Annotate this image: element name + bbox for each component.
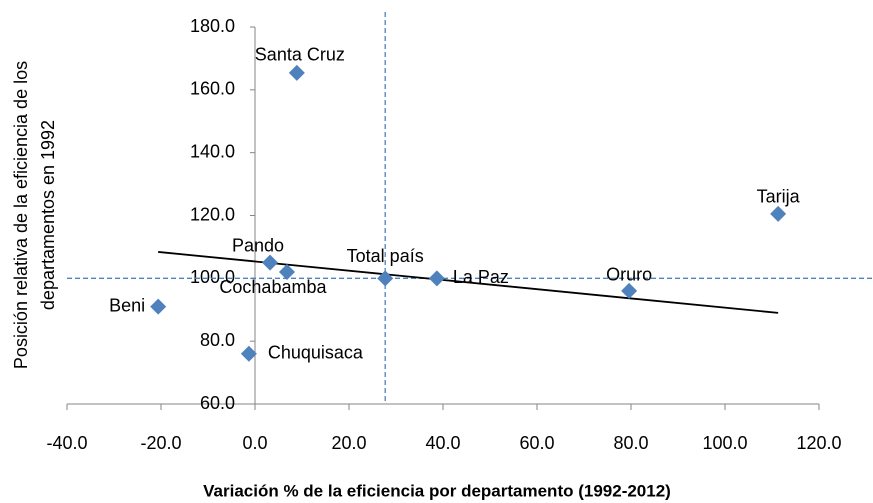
x-tick-label: -40.0 — [46, 433, 87, 453]
point-label: Tarija — [757, 187, 801, 207]
point — [240, 345, 257, 362]
point — [150, 298, 167, 315]
point — [278, 264, 295, 281]
point-label: Santa Cruz — [255, 45, 345, 65]
point-label: Oruro — [606, 265, 652, 285]
point-label: Chuquisaca — [268, 342, 364, 362]
point-label: Beni — [109, 295, 145, 315]
point — [621, 282, 638, 299]
point — [770, 205, 787, 222]
x-tick-label: 60.0 — [519, 433, 554, 453]
x-tick-label: -20.0 — [140, 433, 181, 453]
x-tick-label: 100.0 — [702, 433, 747, 453]
y-tick-label: 180.0 — [190, 16, 235, 36]
point — [428, 270, 445, 287]
trendline — [158, 251, 779, 314]
point — [377, 270, 394, 287]
y-tick-label: 140.0 — [190, 141, 235, 161]
point — [288, 64, 305, 81]
x-tick-label: 80.0 — [613, 433, 648, 453]
y-tick-label: 100.0 — [190, 267, 235, 287]
y-axis-title: Posición relativa de la eficiencia de lo… — [11, 61, 31, 369]
y-tick-label: 60.0 — [200, 393, 235, 413]
y-tick-label: 160.0 — [190, 79, 235, 99]
x-tick-label: 0.0 — [242, 433, 267, 453]
point-label: Cochabamba — [219, 277, 327, 297]
point — [262, 254, 279, 271]
y-axis-title: departamentos en 1992 — [38, 120, 58, 310]
x-tick-label: 40.0 — [425, 433, 460, 453]
point-label: La Paz — [453, 267, 509, 287]
x-tick-label: 20.0 — [331, 433, 366, 453]
point-label: Pando — [232, 235, 284, 255]
x-tick-label: 120.0 — [796, 433, 841, 453]
y-tick-label: 80.0 — [200, 330, 235, 350]
y-tick-label: 120.0 — [190, 204, 235, 224]
point-label: Total país — [347, 246, 424, 266]
x-axis-title: Variación % de la eficiencia por departa… — [203, 481, 671, 500]
